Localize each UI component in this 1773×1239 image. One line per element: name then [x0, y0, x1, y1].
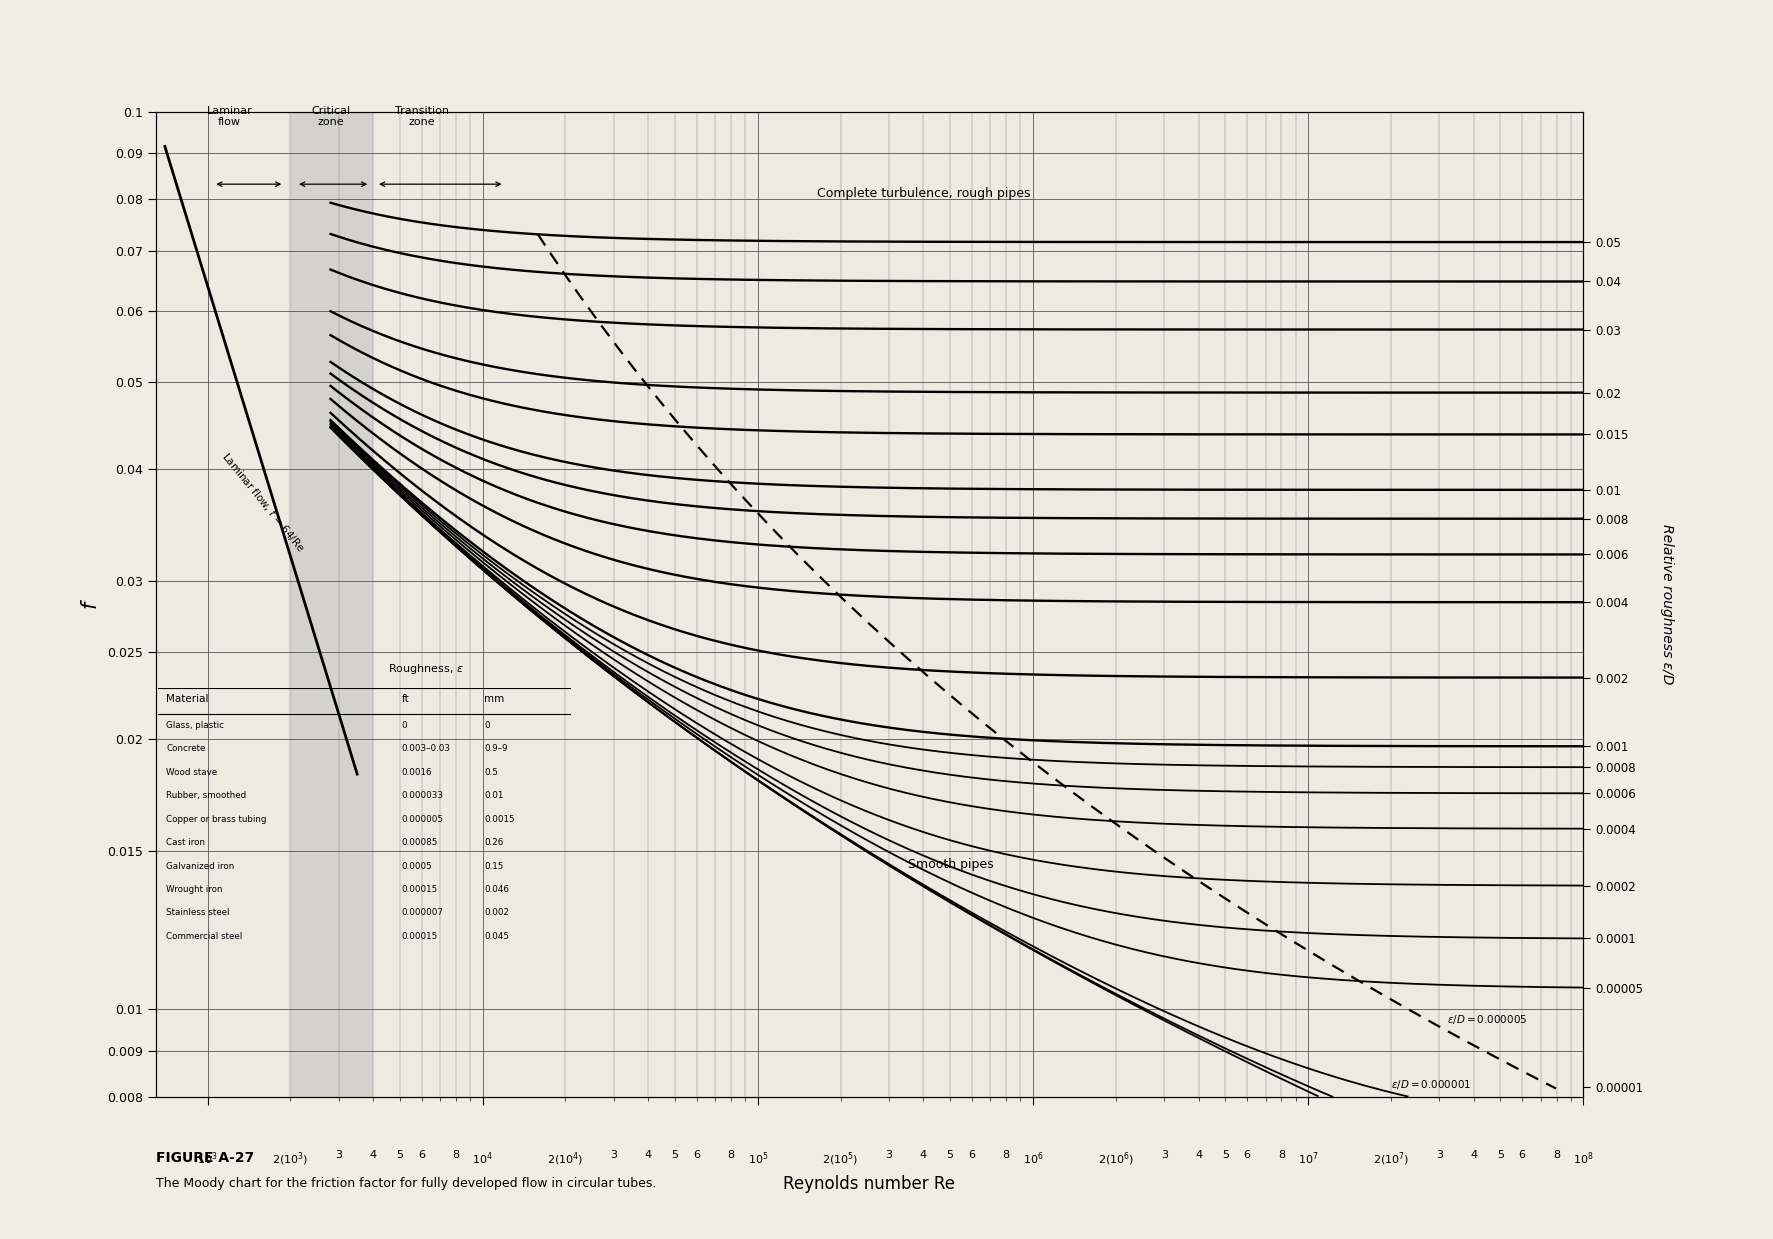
Text: 8: 8 — [727, 1150, 734, 1160]
Text: $2(10^3)$: $2(10^3)$ — [271, 1150, 309, 1167]
Text: 0.00015: 0.00015 — [401, 885, 438, 895]
Text: 8: 8 — [1278, 1150, 1285, 1160]
Text: $10^4$: $10^4$ — [472, 1150, 493, 1167]
Text: 8: 8 — [452, 1150, 459, 1160]
Bar — [291, 112, 372, 1097]
Text: Stainless steel: Stainless steel — [167, 908, 229, 917]
Text: 3: 3 — [1161, 1150, 1168, 1160]
Text: $10^8$: $10^8$ — [1573, 1150, 1594, 1167]
Text: 0.9–9: 0.9–9 — [484, 745, 507, 753]
Text: 6: 6 — [693, 1150, 700, 1160]
Text: Galvanized iron: Galvanized iron — [167, 861, 234, 871]
Text: 0.26: 0.26 — [484, 838, 504, 847]
Text: 6: 6 — [1519, 1150, 1527, 1160]
Text: 0.003–0.03: 0.003–0.03 — [401, 745, 450, 753]
Text: 0.045: 0.045 — [484, 932, 509, 940]
Text: Rubber, smoothed: Rubber, smoothed — [167, 792, 246, 800]
Text: 0.046: 0.046 — [484, 885, 509, 895]
Text: 0.000005: 0.000005 — [401, 815, 443, 824]
Text: 8: 8 — [1553, 1150, 1560, 1160]
Text: 0.01: 0.01 — [484, 792, 504, 800]
Text: 0.000007: 0.000007 — [401, 908, 443, 917]
Text: 3: 3 — [885, 1150, 892, 1160]
Text: 0.00085: 0.00085 — [401, 838, 438, 847]
Text: Laminar flow, $f$ = 64/Re: Laminar flow, $f$ = 64/Re — [220, 450, 307, 555]
Text: 0.00015: 0.00015 — [401, 932, 438, 940]
Text: 0: 0 — [484, 721, 489, 730]
Text: Laminar
flow: Laminar flow — [206, 105, 252, 128]
Text: Copper or brass tubing: Copper or brass tubing — [167, 815, 266, 824]
Text: $10^7$: $10^7$ — [1298, 1150, 1319, 1167]
Text: Complete turbulence, rough pipes: Complete turbulence, rough pipes — [817, 187, 1030, 201]
Text: 0.0015: 0.0015 — [484, 815, 514, 824]
Text: Glass, plastic: Glass, plastic — [167, 721, 223, 730]
Text: 8: 8 — [1004, 1150, 1011, 1160]
Text: $2(10^7)$: $2(10^7)$ — [1372, 1150, 1410, 1167]
Text: 5: 5 — [947, 1150, 954, 1160]
Text: 5: 5 — [672, 1150, 679, 1160]
Text: Concrete: Concrete — [167, 745, 206, 753]
Text: Transition
zone: Transition zone — [395, 105, 449, 128]
Text: Material: Material — [167, 694, 209, 704]
Text: Critical
zone: Critical zone — [310, 105, 349, 128]
Text: 4: 4 — [1195, 1150, 1202, 1160]
Text: $2(10^6)$: $2(10^6)$ — [1097, 1150, 1135, 1167]
Y-axis label: f: f — [80, 601, 99, 607]
Text: Reynolds number Re: Reynolds number Re — [782, 1175, 956, 1193]
Text: Commercial steel: Commercial steel — [167, 932, 243, 940]
Text: FIGURE A-27: FIGURE A-27 — [156, 1151, 254, 1165]
Text: 3: 3 — [610, 1150, 617, 1160]
Text: $10^5$: $10^5$ — [748, 1150, 768, 1167]
Text: $2(10^4)$: $2(10^4)$ — [548, 1150, 583, 1167]
Text: 4: 4 — [369, 1150, 376, 1160]
Text: Roughness, $\varepsilon$: Roughness, $\varepsilon$ — [388, 662, 465, 675]
Text: 0.000033: 0.000033 — [401, 792, 443, 800]
Text: $2(10^5)$: $2(10^5)$ — [823, 1150, 858, 1167]
Text: $\varepsilon/D = 0.000001$: $\varepsilon/D = 0.000001$ — [1392, 1078, 1472, 1092]
Text: 5: 5 — [1222, 1150, 1229, 1160]
Text: 3: 3 — [335, 1150, 342, 1160]
Text: Wrought iron: Wrought iron — [167, 885, 223, 895]
Text: mm: mm — [484, 694, 504, 704]
Text: 5: 5 — [1496, 1150, 1504, 1160]
Text: 0.0016: 0.0016 — [401, 768, 433, 777]
Text: 6: 6 — [968, 1150, 975, 1160]
Text: 4: 4 — [1470, 1150, 1477, 1160]
Text: 5: 5 — [397, 1150, 402, 1160]
Text: 0.0005: 0.0005 — [401, 861, 433, 871]
Text: 6: 6 — [418, 1150, 426, 1160]
Text: Wood stave: Wood stave — [167, 768, 216, 777]
Text: 0.002: 0.002 — [484, 908, 509, 917]
Text: $10^6$: $10^6$ — [1023, 1150, 1043, 1167]
Text: $\varepsilon/D = 0.000005$: $\varepsilon/D = 0.000005$ — [1447, 1012, 1528, 1026]
Text: $10^3$: $10^3$ — [197, 1150, 218, 1167]
Text: The Moody chart for the friction factor for fully developed flow in circular tub: The Moody chart for the friction factor … — [156, 1177, 656, 1189]
Text: Cast iron: Cast iron — [167, 838, 206, 847]
Text: Smooth pipes: Smooth pipes — [908, 859, 993, 871]
Text: 0: 0 — [401, 721, 408, 730]
Text: 4: 4 — [920, 1150, 927, 1160]
Text: 3: 3 — [1436, 1150, 1443, 1160]
Text: 0.15: 0.15 — [484, 861, 504, 871]
Y-axis label: Relative roughness ε/D: Relative roughness ε/D — [1660, 524, 1674, 684]
Text: 4: 4 — [645, 1150, 652, 1160]
Text: 6: 6 — [1243, 1150, 1250, 1160]
Text: 0.5: 0.5 — [484, 768, 498, 777]
Text: ft: ft — [401, 694, 410, 704]
